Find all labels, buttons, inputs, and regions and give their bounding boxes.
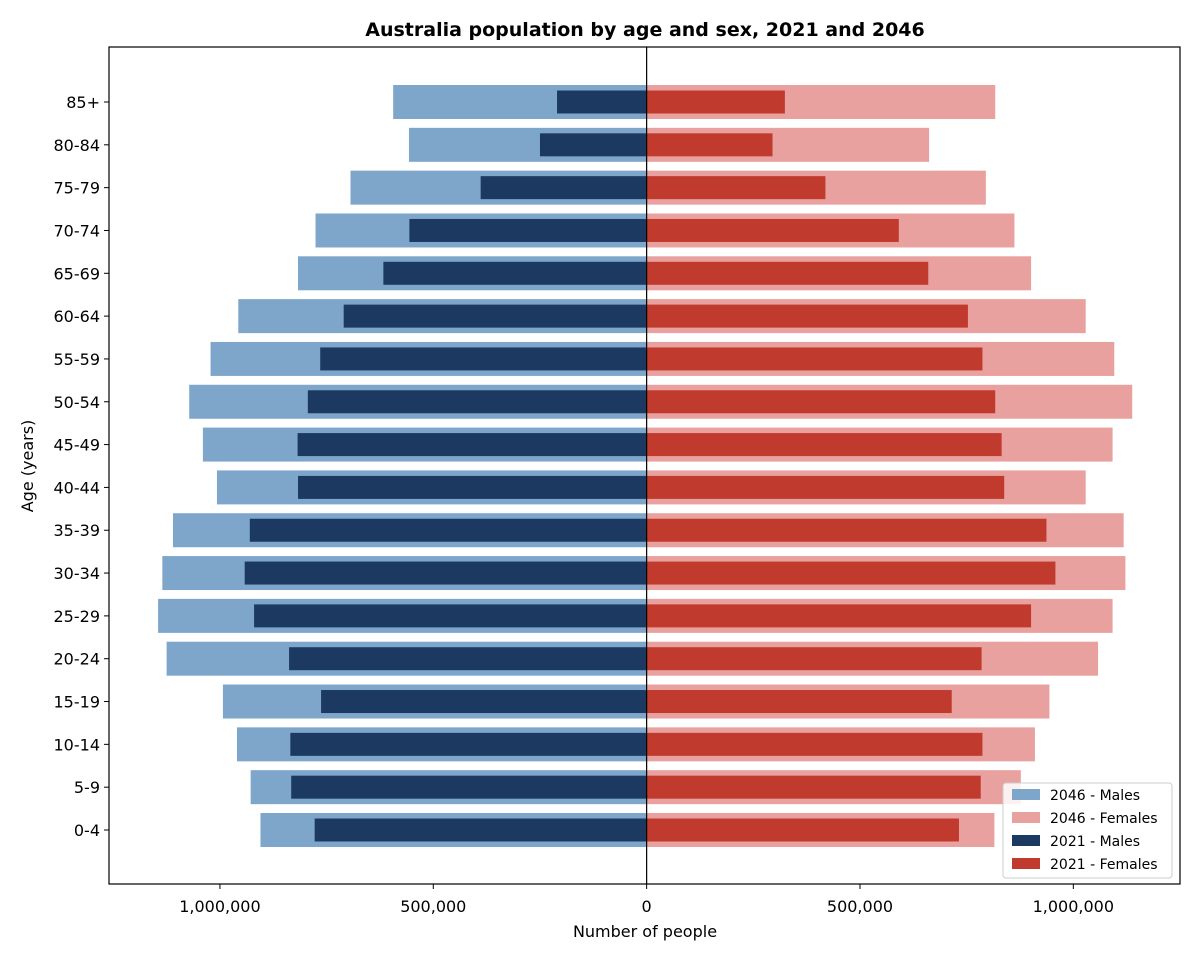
bar-2021-females-25-29 [646,604,1032,628]
bar-2021-females-20-24 [646,647,982,671]
bar-2021-females-55-59 [646,347,983,371]
y-tick-label: 70-74 [54,221,101,240]
legend-swatch [1012,858,1040,869]
x-tick-label: 500,000 [400,897,466,916]
bar-2021-females-35-39 [646,518,1047,542]
y-tick-label: 25-29 [54,607,101,626]
x-ticks: 1,000,000 500,000 0 500,000 1,000,000 [179,884,1114,916]
bar-2021-males-80-84 [539,133,647,157]
legend-swatch [1012,835,1040,846]
y-tick-label: 35-39 [54,521,101,540]
legend: 2046 - Males 2046 - Females 2021 - Males 20… [1002,782,1173,879]
bar-2021-females-65-69 [646,261,929,285]
bar-2021-females-15-19 [646,690,952,714]
bar-2021-males-60-64 [343,304,647,328]
legend-swatch [1012,812,1040,823]
bar-2021-females-40-44 [646,475,1005,499]
bar-2021-males-15-19 [321,690,647,714]
y-tick-label: 30-34 [54,564,101,583]
x-tick-label: 500,000 [827,897,893,916]
bar-2021-males-0-4 [314,818,647,842]
legend-swatch [1012,789,1040,800]
y-axis-label: Age (years) [18,420,37,513]
bar-2021-females-0-4 [646,818,959,842]
bar-2021-males-75-79 [480,176,647,200]
x-tick-label: 1,000,000 [179,897,260,916]
plot-frame [108,46,1181,885]
x-tick-label: 0 [642,897,652,916]
y-tick-label: 10-14 [54,735,101,754]
bar-2021-females-10-14 [646,732,983,756]
y-tick-label: 20-24 [54,650,101,669]
y-tick-label: 65-69 [54,264,101,283]
bar-2021-males-65-69 [383,261,647,285]
bars-layer [158,85,1133,847]
legend-label: 2046 - Males [1050,788,1140,804]
y-tick-label: 40-44 [54,478,101,497]
bar-2021-females-75-79 [646,176,826,200]
bar-2021-males-20-24 [289,647,647,671]
chart-title: Australia population by age and sex, 202… [365,19,925,41]
legend-label: 2046 - Females [1050,811,1158,827]
x-tick-label: 1,000,000 [1033,897,1114,916]
bar-2021-males-40-44 [298,475,647,499]
bar-2021-males-10-14 [290,732,647,756]
x-axis-label: Number of people [573,922,717,941]
bar-2021-females-60-64 [646,304,968,328]
y-tick-label: 75-79 [54,179,101,198]
bar-2021-females-80-84 [646,133,773,157]
bar-2021-females-85plus [646,90,785,114]
bar-2021-males-55-59 [320,347,647,371]
bar-2021-males-35-39 [249,518,647,542]
y-tick-label: 55-59 [54,350,101,369]
y-tick-label: 80-84 [54,136,101,155]
legend-label: 2021 - Males [1050,834,1140,850]
y-tick-label: 50-54 [54,393,101,412]
bar-2021-females-45-49 [646,433,1002,457]
y-ticks: 0-4 5-9 10-14 15-19 20-24 25-29 30-34 35-39 40-4… [54,93,109,840]
bar-2021-females-50-54 [646,390,996,414]
y-tick-label: 15-19 [54,693,101,712]
bar-2021-males-5-9 [291,775,647,799]
y-tick-label: 60-64 [54,307,101,326]
bar-2021-females-30-34 [646,561,1056,585]
y-tick-label: 5-9 [74,778,100,797]
legend-label: 2021 - Females [1050,857,1158,873]
bar-2021-females-5-9 [646,775,981,799]
bar-2021-females-70-74 [646,218,899,242]
bar-2021-males-70-74 [409,218,647,242]
bar-2021-males-85plus [557,90,647,114]
y-tick-label: 45-49 [54,436,101,455]
y-tick-label: 85+ [66,93,100,112]
y-tick-label: 0-4 [74,821,100,840]
bar-2021-males-25-29 [254,604,647,628]
bar-2021-males-45-49 [297,433,647,457]
bar-2021-males-50-54 [307,390,647,414]
legend-box [1002,782,1173,879]
bar-2021-males-30-34 [244,561,647,585]
